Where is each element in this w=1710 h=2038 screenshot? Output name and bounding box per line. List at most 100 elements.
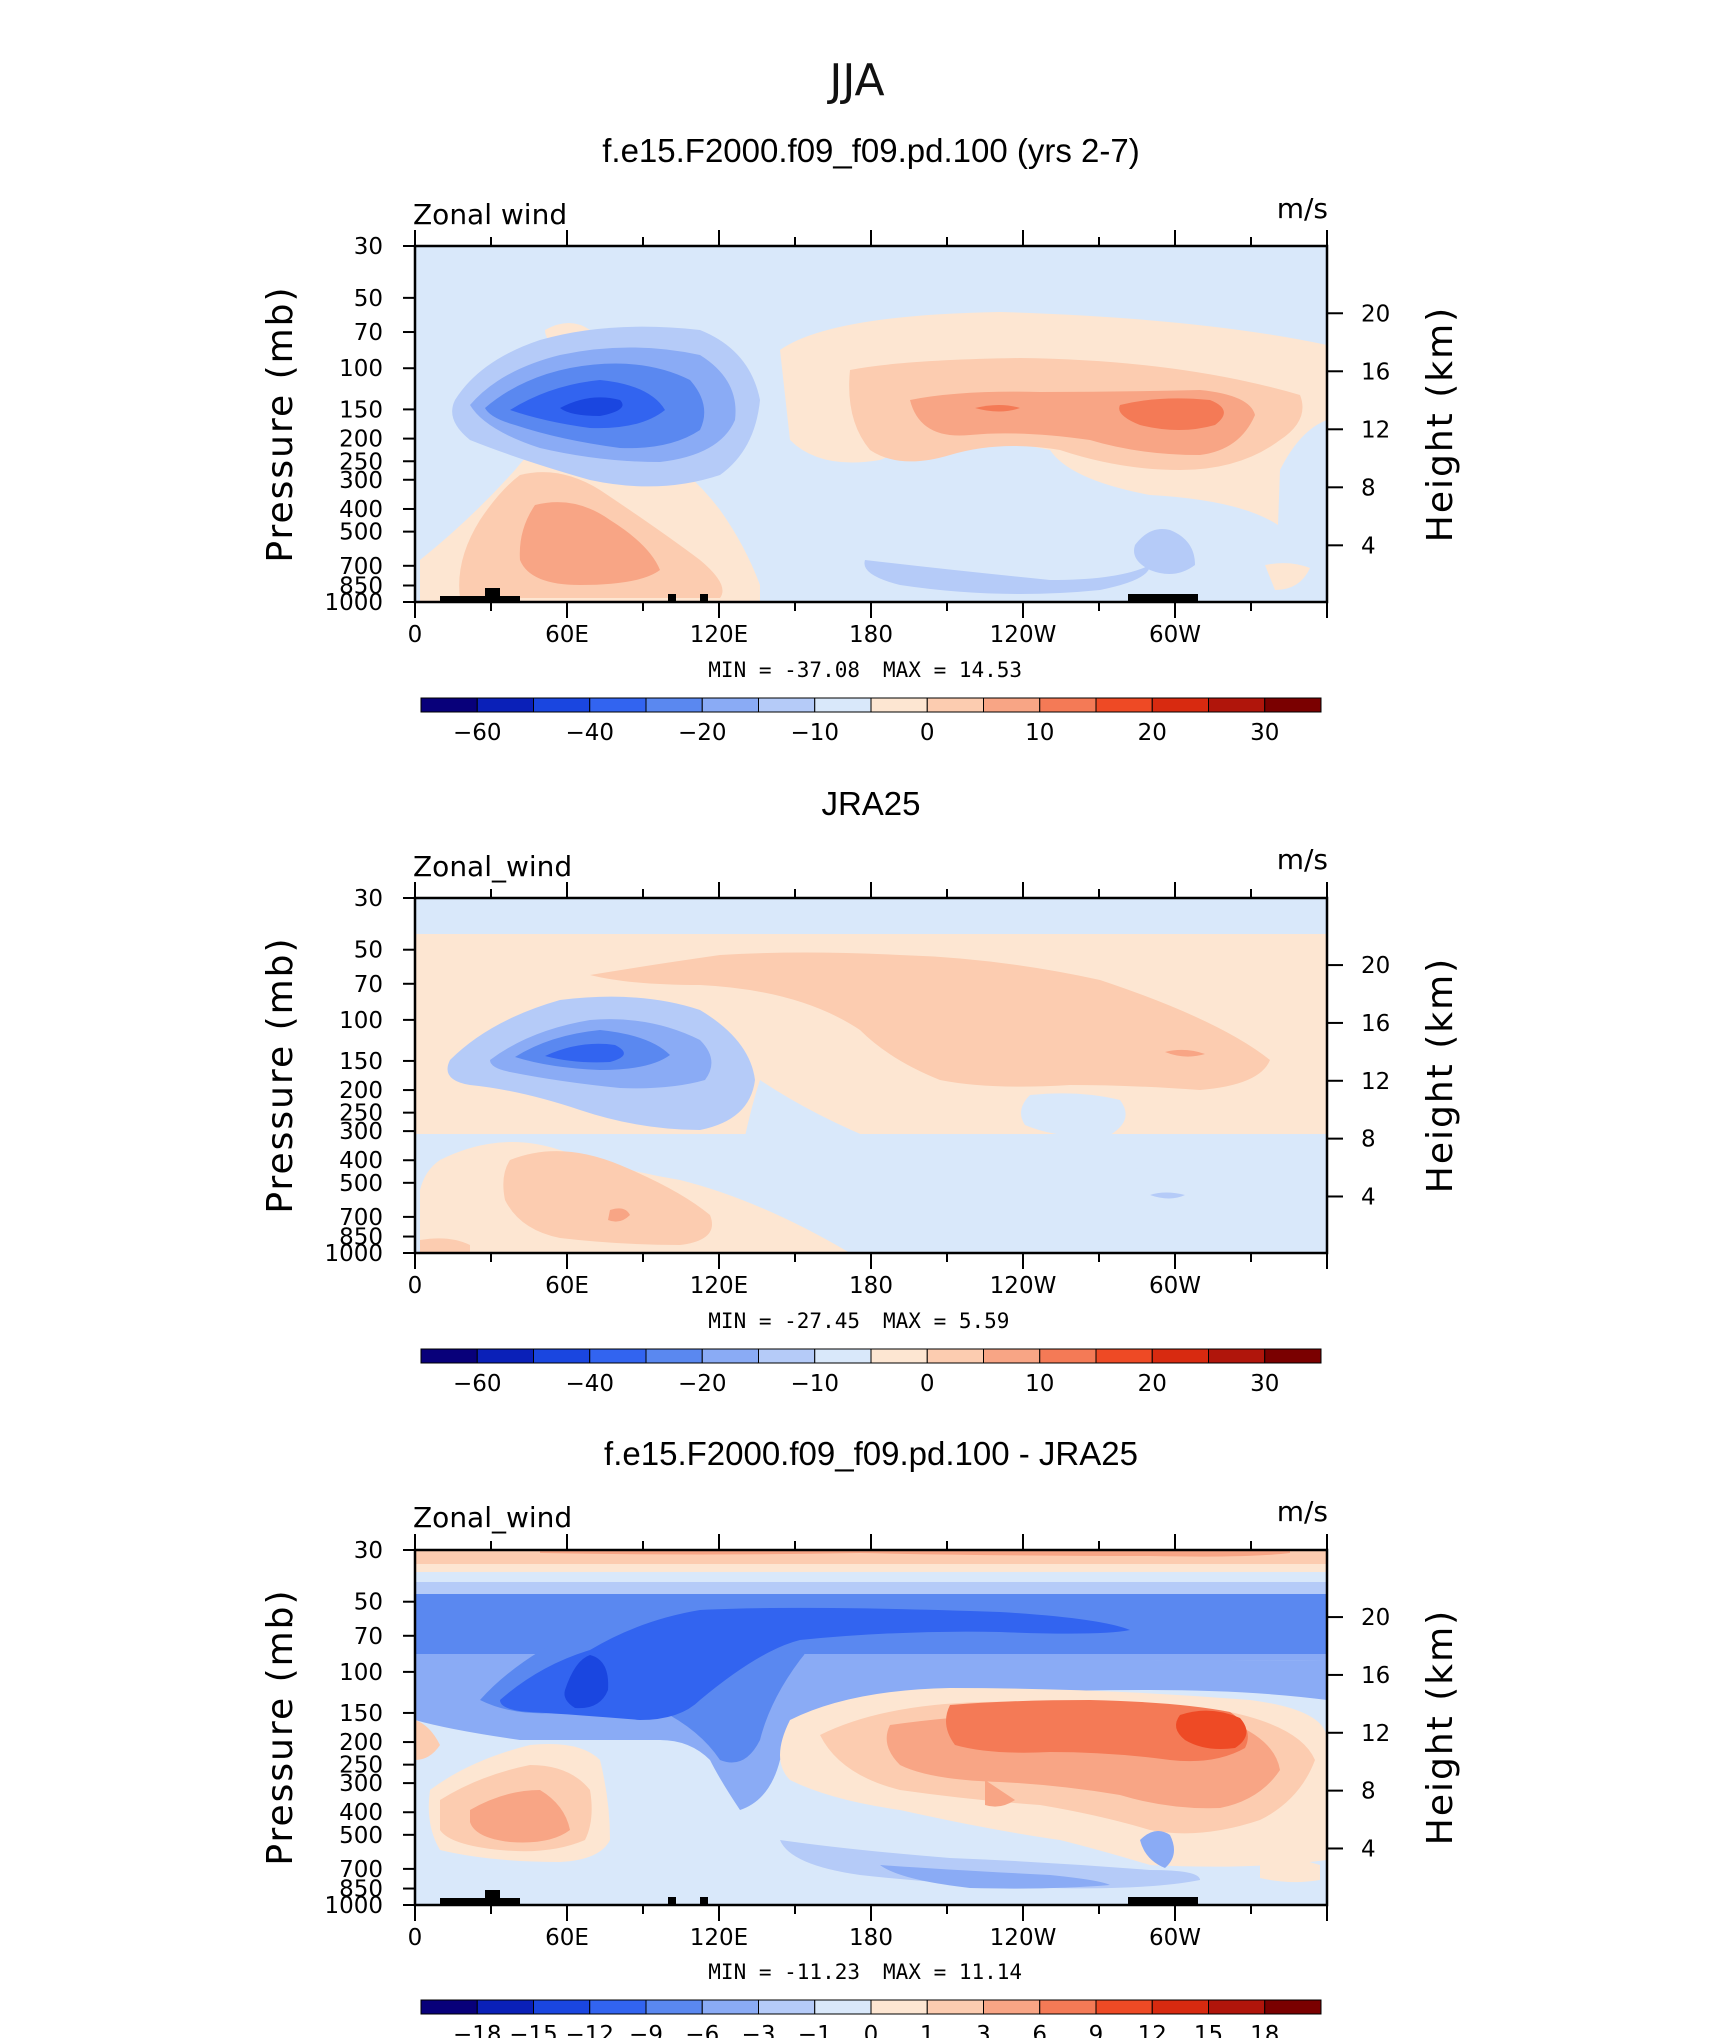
contour-field (415, 246, 1327, 602)
x-tick-label: 120W (990, 1925, 1057, 1951)
x-tick-label: 120E (690, 1925, 748, 1951)
colorbar-swatch (645, 1348, 703, 1364)
colorbar-label: −60 (453, 720, 502, 746)
x-tick-label: 60W (1149, 1273, 1201, 1299)
min-label: MIN = -37.08 (708, 658, 860, 682)
colorbar-label: 20 (1138, 1371, 1167, 1397)
colorbar-swatch (1151, 1348, 1209, 1364)
y-tick-label: 200 (339, 1730, 383, 1756)
y-tick-label: 400 (339, 1148, 383, 1174)
y-axis-right-title: Height (km) (1420, 306, 1461, 542)
colorbar-label: −10 (790, 720, 839, 746)
y-tick-label: 150 (339, 1049, 383, 1075)
colorbar-swatch (420, 697, 478, 713)
y-tick-label: 700 (339, 1205, 383, 1231)
y-tick-label: 250 (339, 449, 383, 475)
colorbar-swatch (758, 1999, 816, 2015)
units-label: m/s (1277, 1495, 1328, 1528)
panel-title: f.e15.F2000.f09_f09.pd.100 - JRA25 (604, 1435, 1138, 1472)
y-right-tick-label: 4 (1361, 1184, 1376, 1210)
colorbar-swatch (870, 1999, 928, 2015)
colorbar-swatch (983, 1999, 1041, 2015)
variable-label: Zonal_wind (413, 1501, 572, 1534)
colorbar-label: 0 (864, 2022, 879, 2038)
x-tick-label: 120W (990, 622, 1057, 648)
max-label: MAX = 11.14 (883, 1960, 1022, 1984)
y-axis-right-title: Height (km) (1420, 957, 1461, 1193)
x-tick-label: 180 (849, 622, 893, 648)
y-tick-label: 850 (339, 1877, 383, 1903)
colorbar-swatch (814, 1999, 872, 2015)
y-tick-label: 30 (354, 1538, 383, 1564)
colorbar-swatch (476, 697, 534, 713)
colorbar-swatch (533, 1348, 591, 1364)
colorbar-label: −40 (565, 1371, 614, 1397)
y-tick-label: 200 (339, 427, 383, 453)
colorbar-swatch (814, 1348, 872, 1364)
x-tick-label: 180 (849, 1273, 893, 1299)
colorbar-swatch (420, 1999, 478, 2015)
colorbar-swatch (1095, 1999, 1153, 2015)
colorbar-swatch (758, 697, 816, 713)
x-tick-label: 120W (990, 1273, 1057, 1299)
y-tick-label: 200 (339, 1078, 383, 1104)
colorbar-label: 1 (920, 2022, 935, 2038)
colorbar-label: −20 (678, 720, 727, 746)
colorbar-swatch (1208, 1999, 1266, 2015)
y-tick-label: 300 (339, 468, 383, 494)
x-tick-label: 0 (408, 1273, 423, 1299)
colorbar-label: 9 (1089, 2022, 1104, 2038)
colorbar-swatch (1095, 1348, 1153, 1364)
colorbar-label: −10 (790, 1371, 839, 1397)
colorbar-swatch (1151, 697, 1209, 713)
y-tick-label: 850 (339, 1225, 383, 1251)
y-axis-title: Pressure (mb) (260, 1588, 301, 1865)
y-tick-label: 850 (339, 574, 383, 600)
panel-model: f.e15.F2000.f09_f09.pd.100 (yrs 2-7) Zon… (260, 132, 1461, 746)
y-right-tick-label: 16 (1361, 1663, 1390, 1689)
colorbar-swatch (926, 1348, 984, 1364)
colorbar-swatch (701, 1999, 759, 2015)
y-tick-label: 150 (339, 1701, 383, 1727)
colorbar-label: −15 (509, 2022, 558, 2038)
colorbar-swatch (926, 1999, 984, 2015)
y-tick-label: 300 (339, 1119, 383, 1145)
colorbar: −60 −40 −20 −10 0 10 20 30 (420, 697, 1322, 746)
colorbar-swatch (589, 697, 647, 713)
y-tick-label: 30 (354, 234, 383, 260)
colorbar-swatch (589, 1999, 647, 2015)
colorbar-swatch (1039, 1999, 1097, 2015)
y-right-tick-label: 8 (1361, 1127, 1376, 1153)
colorbar-swatch (1095, 697, 1153, 713)
colorbar-swatch (1208, 697, 1266, 713)
colorbar-swatch (1264, 1348, 1322, 1364)
colorbar-swatch (476, 1348, 534, 1364)
colorbar-label: 0 (920, 1371, 935, 1397)
colorbar-swatch (1264, 697, 1322, 713)
colorbar-label: 10 (1025, 720, 1054, 746)
colorbar-label: 10 (1025, 1371, 1054, 1397)
colorbar-label: −12 (565, 2022, 614, 2038)
colorbar-swatch (701, 697, 759, 713)
colorbar-swatch (926, 697, 984, 713)
y-tick-label: 1000 (324, 590, 383, 616)
colorbar-swatch (814, 697, 872, 713)
y-tick-label: 70 (354, 1624, 383, 1650)
y-tick-label: 70 (354, 972, 383, 998)
y-right-tick-label: 8 (1361, 475, 1376, 501)
y-tick-label: 50 (354, 286, 383, 312)
x-tick-label: 60W (1149, 622, 1201, 648)
colorbar-label: −6 (685, 2022, 719, 2038)
y-axis-title: Pressure (mb) (260, 285, 301, 562)
colorbar-swatch (983, 1348, 1041, 1364)
colorbar-swatch (420, 1348, 478, 1364)
colorbar-swatch (533, 697, 591, 713)
y-tick-label: 100 (339, 1008, 383, 1034)
y-tick-label: 400 (339, 497, 383, 523)
y-tick-label: 100 (339, 356, 383, 382)
x-tick-label: 60W (1149, 1925, 1201, 1951)
colorbar-label: 12 (1138, 2022, 1167, 2038)
panel-title: f.e15.F2000.f09_f09.pd.100 (yrs 2-7) (602, 132, 1140, 169)
y-tick-label: 1000 (324, 1241, 383, 1267)
